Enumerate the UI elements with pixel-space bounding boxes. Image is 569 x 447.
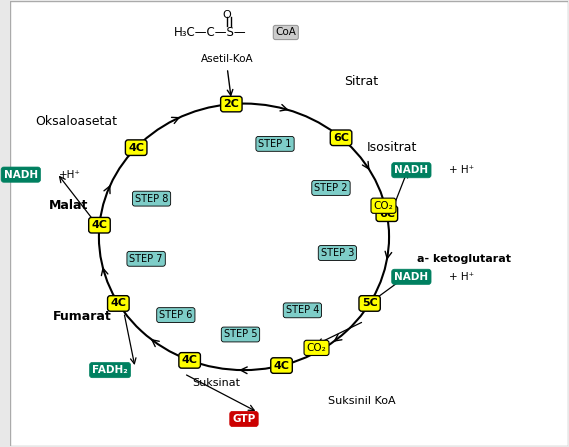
Text: 4C: 4C — [128, 143, 144, 153]
Text: Malat: Malat — [49, 199, 88, 212]
Text: Isositrat: Isositrat — [367, 142, 417, 155]
Text: a- ketoglutarat: a- ketoglutarat — [417, 254, 511, 264]
Text: STEP 4: STEP 4 — [286, 305, 319, 315]
Text: Fumarat: Fumarat — [53, 310, 112, 323]
Text: 6C: 6C — [333, 133, 349, 143]
Text: STEP 2: STEP 2 — [314, 183, 348, 193]
Text: 4C: 4C — [92, 220, 108, 230]
Text: Suksinat: Suksinat — [192, 379, 240, 388]
Text: 6C: 6C — [379, 209, 395, 219]
Text: 2C: 2C — [224, 99, 240, 109]
Text: Sitrat: Sitrat — [344, 75, 378, 88]
Text: + H⁺: + H⁺ — [450, 165, 475, 175]
Text: O: O — [223, 10, 232, 20]
Text: 4C: 4C — [274, 361, 290, 371]
Text: STEP 5: STEP 5 — [224, 329, 257, 339]
Text: + H⁺: + H⁺ — [450, 272, 475, 282]
Text: NADH: NADH — [4, 169, 38, 180]
Text: 5C: 5C — [362, 299, 377, 308]
Text: STEP 3: STEP 3 — [321, 248, 354, 258]
Text: +H⁺: +H⁺ — [59, 169, 81, 180]
Text: STEP 7: STEP 7 — [129, 254, 163, 264]
Text: NADH: NADH — [394, 165, 428, 175]
Text: 4C: 4C — [110, 299, 126, 308]
Text: STEP 1: STEP 1 — [258, 139, 292, 149]
Text: STEP 8: STEP 8 — [135, 194, 168, 204]
Text: CO₂: CO₂ — [307, 343, 327, 353]
Text: H₃C—C—S—: H₃C—C—S— — [174, 26, 247, 39]
Text: FADH₂: FADH₂ — [92, 365, 128, 375]
Text: Suksinil KoA: Suksinil KoA — [328, 396, 395, 406]
Text: STEP 6: STEP 6 — [159, 310, 192, 320]
Text: CO₂: CO₂ — [374, 201, 393, 211]
Text: CoA: CoA — [275, 27, 296, 38]
Text: Asetil-KoA: Asetil-KoA — [201, 54, 254, 64]
Text: 4C: 4C — [182, 355, 197, 365]
Text: GTP: GTP — [232, 414, 255, 424]
FancyBboxPatch shape — [10, 1, 568, 446]
Text: NADH: NADH — [394, 272, 428, 282]
Text: Oksaloasetat: Oksaloasetat — [36, 115, 118, 128]
